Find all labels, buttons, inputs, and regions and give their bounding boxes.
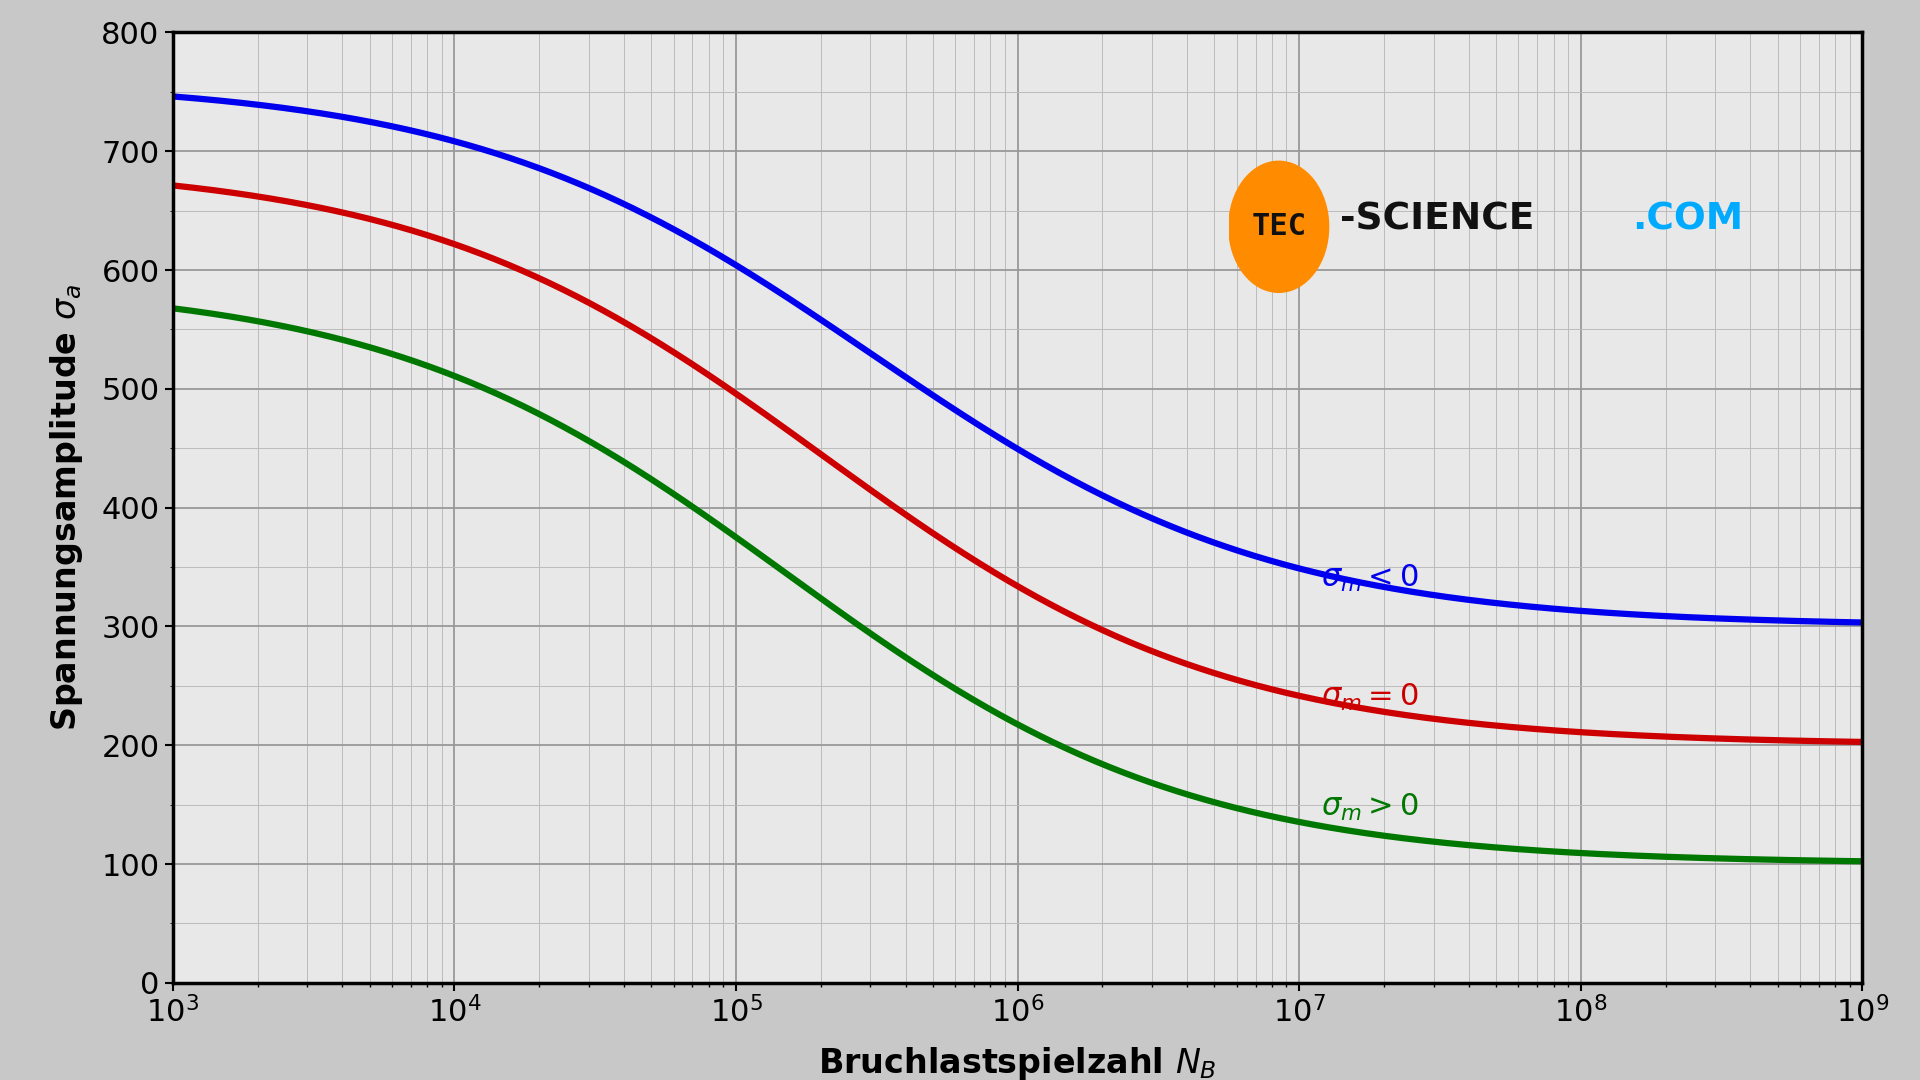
Text: .COM: .COM bbox=[1632, 201, 1743, 238]
Text: -SCIENCE: -SCIENCE bbox=[1340, 201, 1534, 238]
Text: TEC: TEC bbox=[1252, 213, 1306, 241]
Y-axis label: Spannungsamplitude $\sigma_a$: Spannungsamplitude $\sigma_a$ bbox=[48, 284, 84, 731]
Text: $\sigma_m>0$: $\sigma_m>0$ bbox=[1321, 792, 1419, 823]
Circle shape bbox=[1229, 161, 1329, 293]
Text: $\sigma_m<0$: $\sigma_m<0$ bbox=[1321, 564, 1419, 594]
Text: $\sigma_m=0$: $\sigma_m=0$ bbox=[1321, 683, 1419, 713]
X-axis label: Bruchlastspielzahl $N_B$: Bruchlastspielzahl $N_B$ bbox=[818, 1045, 1217, 1080]
